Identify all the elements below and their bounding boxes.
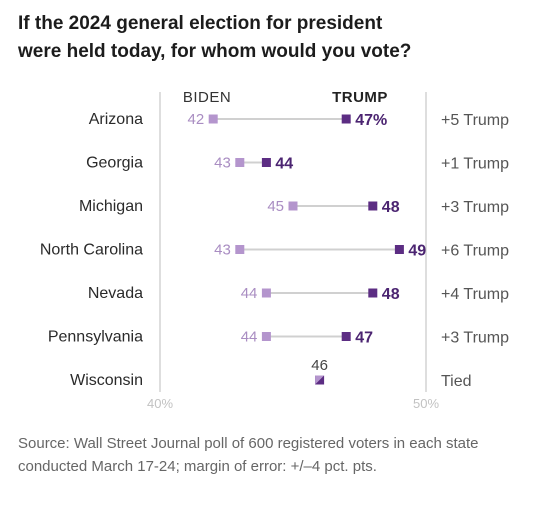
x-tick-label-40: 40% [147, 396, 173, 411]
biden-marker-michigan [288, 201, 298, 211]
biden-value-label-georgia: 43 [214, 155, 231, 172]
state-label-michigan: Michigan [79, 198, 143, 215]
biden-marker-nevada [261, 288, 271, 298]
x-tick-label-50: 50% [413, 396, 439, 411]
state-label-georgia: Georgia [86, 155, 143, 172]
state-label-pennsylvania: Pennsylvania [48, 329, 143, 346]
biden-marker-arizona [208, 114, 218, 124]
chart-title-line-2: were held today, for whom would you vote… [18, 41, 412, 62]
dot-range-chart: 40% 50% BIDEN TRUMP Arizona +5 Trump 42 47% Geor… [40, 89, 509, 411]
source-note: Source: Wall Street Journal poll of 600 … [18, 435, 479, 475]
trump-marker-pennsylvania [341, 332, 351, 341]
trump-value-label-nevada: 48 [382, 286, 400, 303]
chart-title-line-1: If the 2024 general election for preside… [18, 13, 383, 34]
state-label-nevada: Nevada [88, 285, 143, 302]
biden-marker-georgia [235, 158, 245, 167]
trump-marker-north-carolina [394, 245, 404, 254]
trump-marker-michigan [368, 201, 378, 211]
biden-value-label-north-carolina: 43 [214, 242, 231, 259]
trump-value-label-pennsylvania: 47 [355, 330, 373, 347]
biden-value-label-nevada: 44 [241, 285, 258, 302]
biden-marker-pennsylvania [261, 332, 271, 341]
trump-value-label-north-carolina: 49 [408, 243, 426, 260]
margin-label-georgia: +1 Trump [441, 156, 509, 173]
biden-value-label-michigan: 45 [267, 198, 284, 215]
chart-title: If the 2024 general election for preside… [18, 10, 518, 66]
margin-label-pennsylvania: +3 Trump [441, 330, 509, 347]
biden-marker-north-carolina [235, 245, 245, 254]
margin-label-nevada: +4 Trump [441, 286, 509, 303]
trump-marker-nevada [368, 288, 378, 298]
series-label-biden: BIDEN [183, 89, 231, 106]
tie-marker-biden-half-wisconsin [315, 375, 325, 385]
margin-label-wisconsin: Tied [441, 373, 472, 390]
biden-value-label-pennsylvania: 44 [241, 329, 258, 346]
trump-value-label-georgia: 44 [275, 156, 293, 173]
tie-label-wisconsin: 46 [311, 357, 328, 374]
margin-label-north-carolina: +6 Trump [441, 243, 509, 260]
margin-label-michigan: +3 Trump [441, 199, 509, 216]
state-label-north-carolina: North Carolina [40, 242, 143, 259]
state-label-arizona: Arizona [89, 111, 143, 128]
trump-marker-arizona [341, 114, 351, 124]
trump-marker-georgia [261, 158, 271, 167]
state-label-wisconsin: Wisconsin [70, 372, 143, 389]
margin-label-arizona: +5 Trump [441, 112, 509, 129]
trump-value-label-michigan: 48 [382, 199, 400, 216]
series-label-trump: TRUMP [332, 89, 388, 106]
trump-value-label-arizona: 47% [355, 112, 387, 129]
biden-value-label-arizona: 42 [188, 111, 205, 128]
